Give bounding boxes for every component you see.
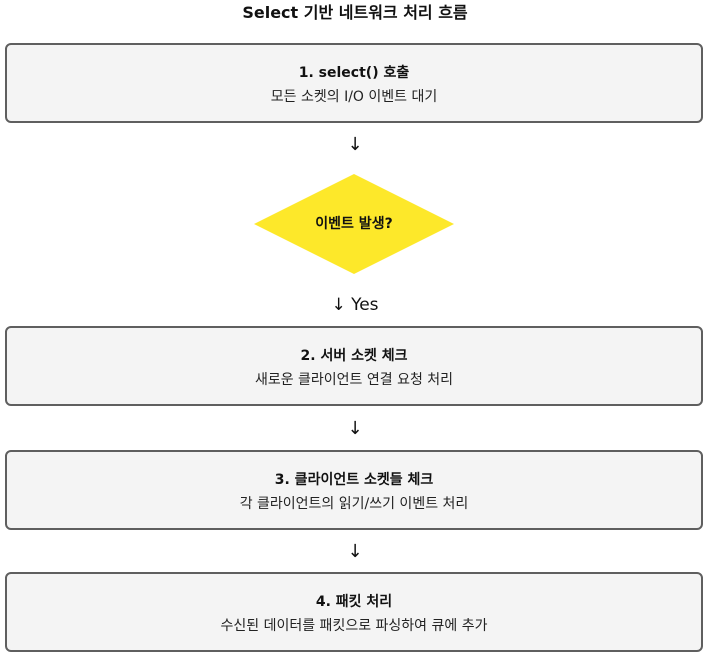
decision-diamond — [254, 174, 454, 274]
step-description: 모든 소켓의 I/O 이벤트 대기 — [270, 89, 438, 105]
step-description: 수신된 데이터를 패킷으로 파싱하여 큐에 추가 — [220, 618, 488, 634]
diagram-title: Select 기반 네트워크 처리 흐름 — [242, 3, 468, 22]
decision-label: 이벤트 발생? — [315, 216, 393, 232]
step-client-sockets-check: 3. 클라이언트 소켓들 체크 각 클라이언트의 읽기/쓰기 이벤트 처리 — [5, 450, 703, 530]
step-title: 1. select() 호출 — [298, 65, 410, 81]
flow-arrow: ↓ — [347, 418, 363, 439]
step-server-socket-check: 2. 서버 소켓 체크 새로운 클라이언트 연결 요청 처리 — [5, 326, 703, 406]
step-description: 각 클라이언트의 읽기/쓰기 이벤트 처리 — [239, 496, 469, 512]
step-title: 4. 패킷 처리 — [315, 594, 393, 610]
step-description: 새로운 클라이언트 연결 요청 처리 — [254, 372, 454, 388]
step-packet-processing: 4. 패킷 처리 수신된 데이터를 패킷으로 파싱하여 큐에 추가 — [5, 572, 703, 652]
step-title: 2. 서버 소켓 체크 — [300, 348, 408, 364]
step-select-call: 1. select() 호출 모든 소켓의 I/O 이벤트 대기 — [5, 43, 703, 123]
decision-shape — [254, 174, 454, 274]
step-title: 3. 클라이언트 소켓들 체크 — [274, 472, 434, 488]
flow-arrow-yes: ↓ Yes — [331, 295, 379, 315]
flow-arrow: ↓ — [347, 541, 363, 562]
flow-arrow: ↓ — [347, 134, 363, 155]
